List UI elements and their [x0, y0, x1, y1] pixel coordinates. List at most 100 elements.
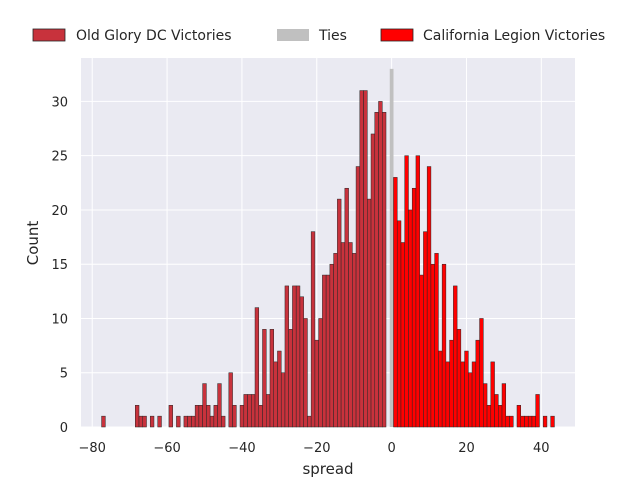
bar-series-0 — [251, 394, 256, 428]
bar-series-2 — [449, 339, 454, 428]
bar-series-0 — [367, 198, 372, 428]
bar-series-2 — [527, 415, 533, 428]
bar-series-0 — [374, 112, 379, 428]
bar-series-2 — [419, 274, 424, 428]
bar-series-0 — [157, 415, 162, 428]
legend-swatch-old-glory — [32, 28, 66, 42]
y-tick-label: 25 — [51, 150, 68, 165]
bar-series-2 — [550, 415, 555, 428]
bar-series-0 — [284, 285, 289, 428]
bar-series-0 — [266, 394, 271, 428]
bar-series-0 — [337, 198, 342, 428]
bar-series-0 — [232, 405, 237, 428]
x-tick-label: −40 — [228, 441, 255, 456]
bar-series-0 — [292, 285, 297, 428]
bar-series-2 — [426, 166, 432, 428]
bar-series-2 — [393, 177, 398, 428]
bar-series-0 — [307, 415, 312, 428]
x-tick-label: −20 — [303, 441, 330, 456]
y-tick-label: 5 — [60, 367, 68, 382]
bar-series-0 — [206, 405, 211, 428]
bar-series-2 — [441, 263, 447, 428]
bar-series-0 — [168, 405, 173, 428]
bar-series-0 — [340, 242, 346, 428]
bar-series-0 — [101, 415, 106, 428]
bar-series-2 — [445, 361, 450, 428]
bar-series-0 — [247, 394, 252, 428]
bar-series-2 — [490, 361, 495, 428]
bar-series-2 — [483, 383, 488, 428]
bar-series-2 — [415, 155, 420, 428]
bar-series-2 — [516, 405, 521, 428]
y-tick-label: 20 — [51, 204, 68, 219]
bar-series-0 — [310, 231, 316, 428]
bar-series-0 — [254, 307, 260, 428]
bar-series-0 — [355, 166, 361, 428]
bar-series-0 — [280, 372, 286, 428]
bar-series-2 — [453, 285, 458, 428]
bar-series-2 — [423, 231, 428, 428]
x-axis-label: spread — [302, 460, 353, 478]
bar-series-2 — [505, 415, 510, 428]
bar-series-0 — [149, 415, 155, 428]
bar-series-0 — [258, 405, 263, 428]
y-tick-label: 0 — [60, 421, 68, 436]
bar-series-0 — [202, 383, 207, 428]
bar-series-0 — [344, 187, 349, 428]
bars-group — [101, 68, 555, 428]
bar-series-2 — [411, 187, 417, 428]
bar-series-0 — [382, 112, 387, 428]
bar-series-0 — [135, 405, 140, 428]
x-tick-label: −80 — [79, 441, 106, 456]
bar-series-0 — [333, 253, 338, 428]
bar-series-0 — [228, 372, 233, 428]
bar-series-2 — [509, 415, 514, 428]
bar-series-0 — [138, 415, 143, 428]
bar-series-2 — [475, 339, 480, 428]
bar-series-0 — [198, 405, 203, 428]
bar-series-1 — [389, 68, 394, 428]
x-tick-label: −60 — [153, 441, 180, 456]
bar-series-0 — [176, 415, 181, 428]
bar-series-2 — [494, 394, 499, 428]
bar-series-2 — [430, 263, 435, 428]
bar-series-2 — [498, 405, 503, 428]
legend-label-ties: Ties — [318, 28, 347, 44]
legend: Old Glory DC Victories Ties California L… — [32, 28, 605, 44]
bar-series-0 — [370, 133, 376, 428]
y-tick-label: 15 — [51, 258, 68, 273]
bar-series-2 — [535, 394, 540, 428]
bar-series-0 — [269, 329, 274, 428]
bar-series-0 — [288, 329, 293, 428]
bar-series-0 — [221, 415, 226, 428]
x-tick-label: 20 — [458, 441, 475, 456]
bar-series-2 — [531, 415, 536, 428]
bar-series-0 — [299, 296, 304, 428]
y-tick-label: 10 — [51, 312, 68, 327]
bar-series-2 — [456, 329, 462, 428]
bar-series-0 — [378, 101, 383, 428]
bar-series-2 — [524, 415, 529, 428]
bar-series-0 — [217, 383, 222, 428]
x-axis-ticks: −80 −60 −40 −20 0 20 40 — [79, 441, 550, 456]
bar-series-2 — [520, 415, 525, 428]
y-axis-label: Count — [24, 221, 42, 266]
x-tick-label: 0 — [387, 441, 395, 456]
bar-series-0 — [273, 361, 278, 428]
bar-series-0 — [318, 318, 323, 428]
bar-series-0 — [209, 415, 215, 428]
bar-series-2 — [400, 242, 405, 428]
bar-series-0 — [142, 415, 147, 428]
y-tick-label: 30 — [51, 95, 68, 110]
legend-label-california: California Legion Victories — [423, 28, 605, 44]
bar-series-0 — [213, 405, 218, 428]
bar-series-0 — [191, 415, 196, 428]
bar-series-0 — [329, 263, 334, 428]
bar-series-0 — [183, 415, 188, 428]
bar-series-0 — [187, 415, 192, 428]
legend-label-old-glory: Old Glory DC Victories — [76, 28, 232, 44]
bar-series-2 — [396, 220, 402, 428]
bar-series-2 — [542, 415, 548, 428]
bar-series-2 — [408, 209, 413, 428]
